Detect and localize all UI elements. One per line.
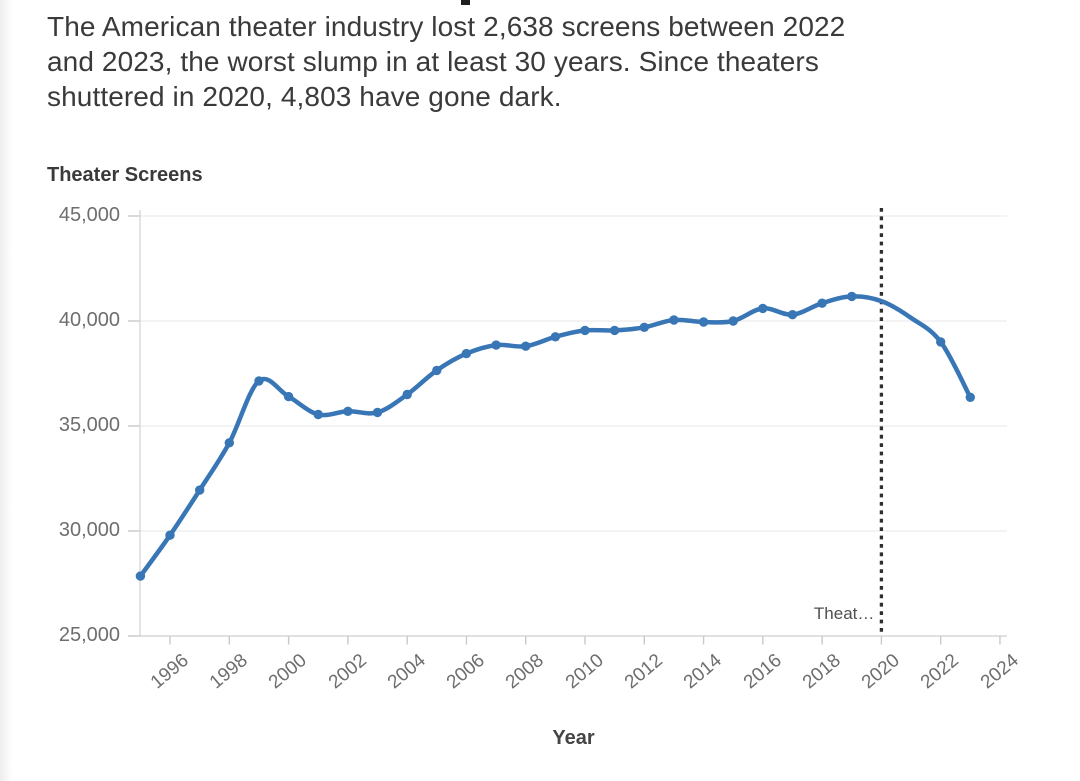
data-point-marker <box>817 298 827 308</box>
y-axis-tick-label: 35,000 <box>58 414 120 436</box>
data-point-marker <box>224 438 234 448</box>
data-point-marker <box>787 310 798 320</box>
data-point-marker <box>639 322 649 332</box>
intro-line-2: and 2023, the worst slump in at least 30… <box>47 46 819 77</box>
intro-line-3: shuttered in 2020, 4,803 have gone dark. <box>47 81 562 112</box>
data-point-marker <box>195 485 205 495</box>
chart-title: Theater Screens <box>47 164 203 186</box>
y-axis-tick-label: 25,000 <box>58 624 120 646</box>
x-axis-title: Year <box>552 727 595 749</box>
cropped-headline-fragment <box>461 0 470 5</box>
data-point-marker <box>580 325 590 336</box>
data-point-marker <box>432 365 442 376</box>
data-point-marker <box>402 389 412 400</box>
data-point-marker <box>609 325 620 336</box>
data-point-marker <box>698 317 709 327</box>
y-axis-tick-label: 30,000 <box>58 519 120 541</box>
intro-line-1: The American theater industry lost 2,638… <box>47 11 846 42</box>
y-axis-tick-label: 40,000 <box>58 309 120 331</box>
vline-annotation-label: Theat… <box>813 604 875 623</box>
data-point-marker <box>758 303 768 314</box>
y-axis-tick-label: 45,000 <box>58 204 120 226</box>
data-point-marker <box>669 315 679 325</box>
data-point-marker <box>461 348 472 359</box>
data-point-marker <box>165 530 175 540</box>
data-point-marker <box>728 316 738 326</box>
data-point-marker <box>343 406 353 416</box>
data-point-marker <box>283 391 294 402</box>
data-point-marker <box>847 291 857 302</box>
data-point-marker <box>372 407 383 418</box>
data-point-marker <box>313 409 323 420</box>
intro-text: The American theater industry lost 2,638… <box>47 9 845 114</box>
data-point-marker <box>254 376 264 386</box>
data-point-marker <box>491 340 501 350</box>
data-point-marker <box>965 392 975 402</box>
data-point-marker <box>135 571 146 581</box>
data-point-marker <box>936 337 946 347</box>
data-point-marker <box>550 332 561 342</box>
data-point-marker <box>521 341 531 351</box>
